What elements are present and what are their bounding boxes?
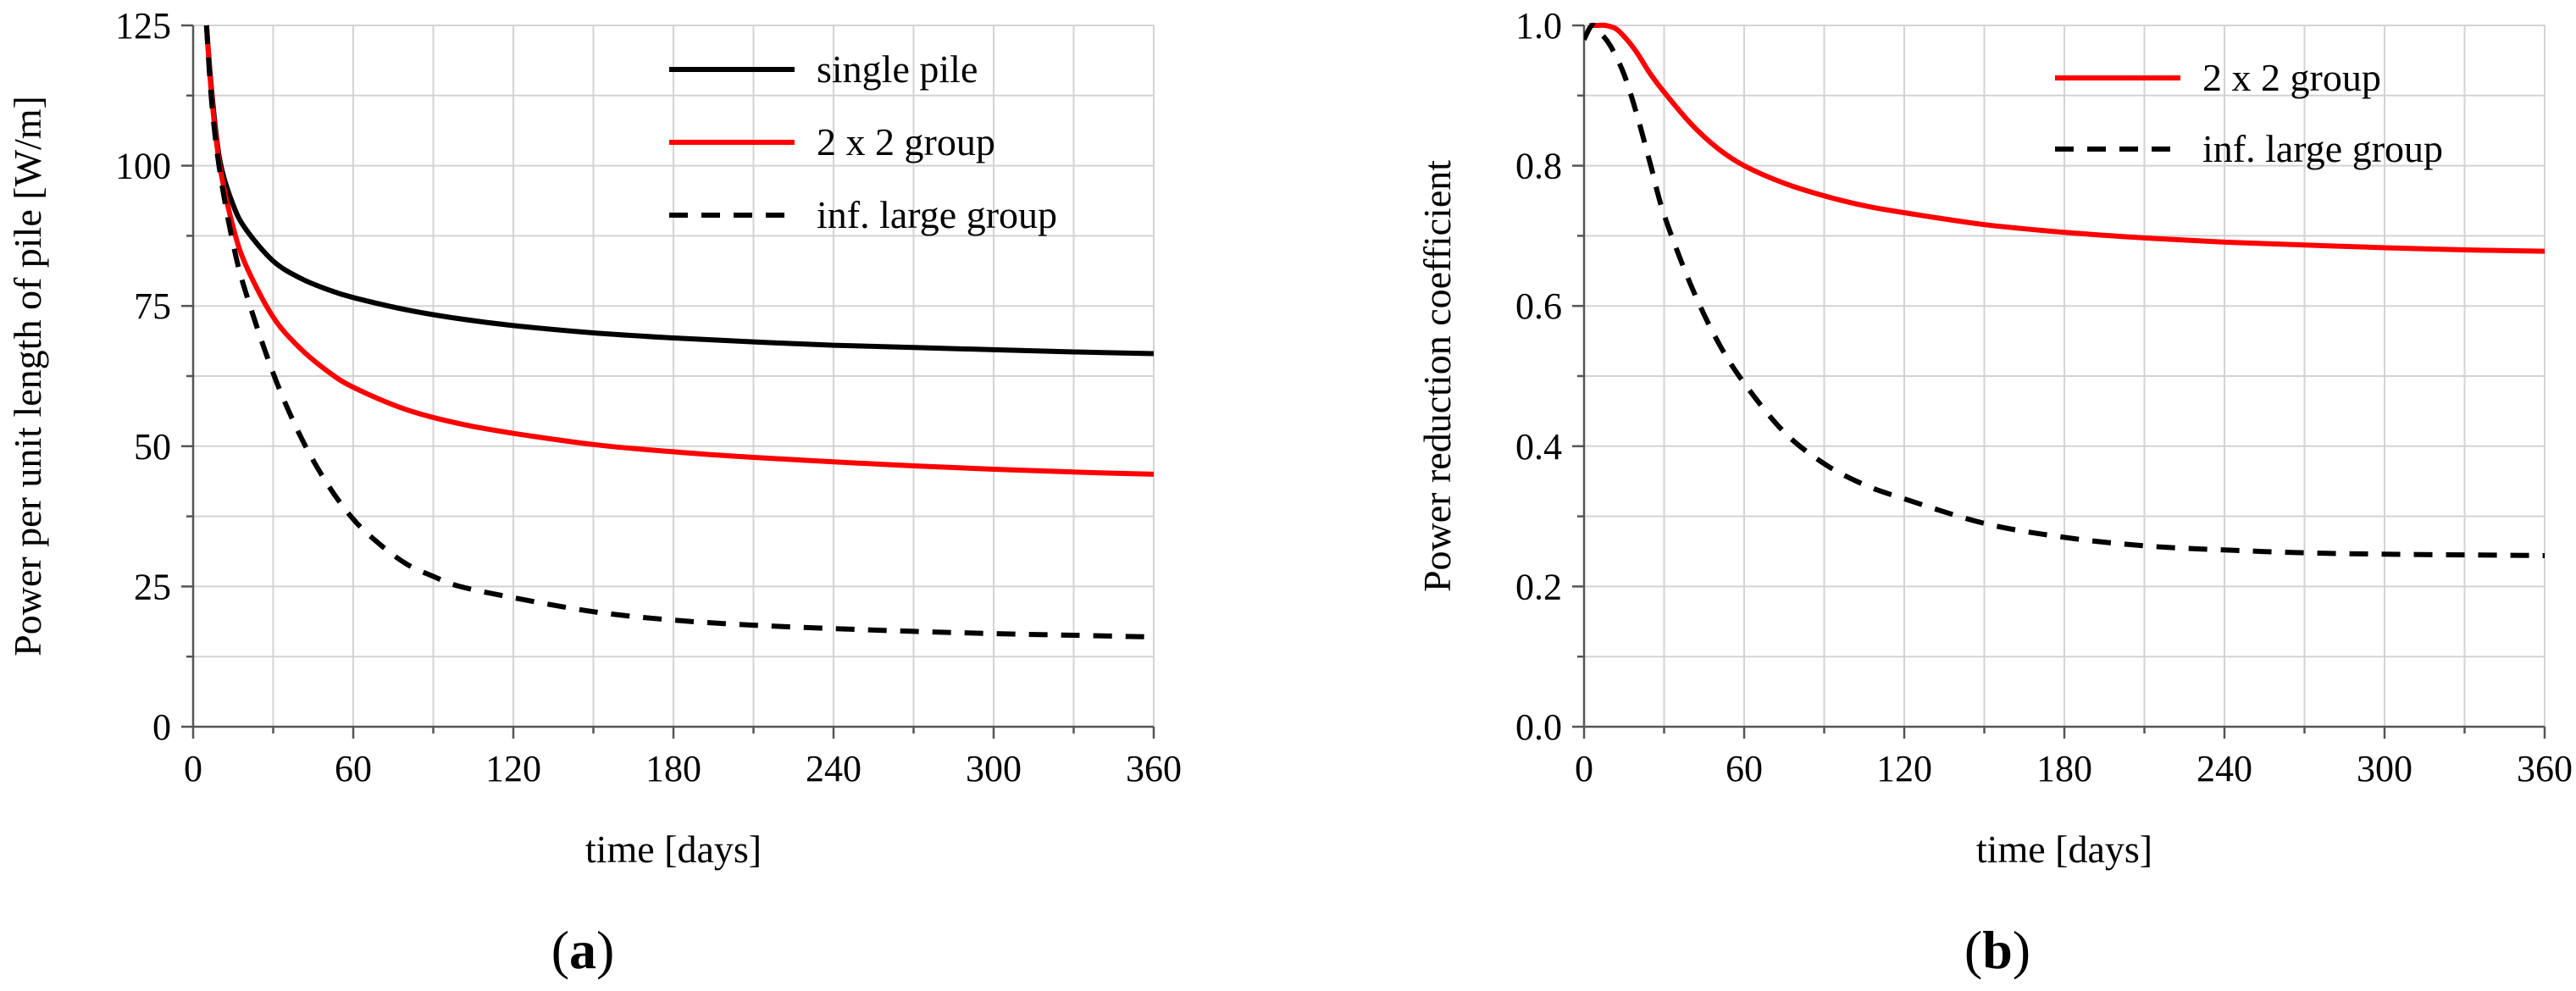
y-tick-label: 0.4 bbox=[1515, 426, 1562, 468]
gridlines bbox=[1584, 25, 2546, 727]
legend-label: inf. large group bbox=[2202, 127, 2443, 170]
y-tick-label: 1.0 bbox=[1515, 5, 1562, 47]
series-line-2-x-2-group bbox=[1589, 22, 2546, 254]
y-axis-title: Power reduction coefficient bbox=[1415, 160, 1459, 592]
x-tick-label: 300 bbox=[2357, 748, 2413, 789]
legend: 2 x 2 group inf. large group bbox=[2055, 56, 2443, 170]
x-tick-label: 240 bbox=[806, 748, 861, 789]
x-tick-label: 0 bbox=[184, 748, 202, 789]
panel-label: (b) bbox=[1964, 920, 2030, 980]
x-tick-label: 240 bbox=[2197, 748, 2252, 789]
x-tick-label: 60 bbox=[335, 748, 372, 789]
x-axis-title: time [days] bbox=[585, 828, 762, 871]
legend-label: single pile bbox=[817, 47, 978, 91]
y-tick-label: 75 bbox=[134, 285, 171, 327]
x-tick-label: 360 bbox=[2517, 748, 2573, 789]
y-tick-label: 0 bbox=[152, 706, 171, 748]
y-tick-label: 125 bbox=[115, 5, 171, 47]
series-line-inf-large-group bbox=[1584, 22, 2546, 558]
x-tick-label: 120 bbox=[485, 748, 541, 789]
y-tick-label: 100 bbox=[115, 146, 171, 187]
series-line-inf-large-group bbox=[203, 25, 1155, 639]
legend-label: 2 x 2 group bbox=[2202, 56, 2381, 99]
x-tick-label: 120 bbox=[1876, 748, 1932, 789]
legend-label: inf. large group bbox=[817, 193, 1057, 236]
x-tick-label: 180 bbox=[645, 748, 701, 789]
y-tick-label: 50 bbox=[134, 426, 171, 468]
x-axis-title: time [days] bbox=[1976, 828, 2152, 871]
x-tick-label: 300 bbox=[966, 748, 1022, 789]
y-tick-label: 25 bbox=[134, 566, 171, 607]
panel-label: (a) bbox=[551, 920, 615, 980]
series-line-single-pile bbox=[203, 25, 1155, 357]
panel-b: 0 60 120 180 240 300 360 0.0 0.2 0.4 0.6 0.8 1.0 time… bbox=[1415, 5, 2573, 980]
legend: single pile 2 x 2 group inf. large group bbox=[669, 47, 1057, 236]
panel-a: 0 60 120 180 240 300 360 0 25 50 75 100 125 time [day… bbox=[6, 5, 1182, 980]
y-axis-title: Power per unit length of pile [W/m] bbox=[6, 96, 49, 656]
x-tick-label: 60 bbox=[1726, 748, 1763, 789]
x-tick-label: 0 bbox=[1575, 748, 1593, 789]
series-line-2-x-2-group bbox=[203, 25, 1155, 477]
y-tick-label: 0.0 bbox=[1515, 706, 1562, 748]
x-tick-label: 180 bbox=[2036, 748, 2092, 789]
y-tick-label: 0.8 bbox=[1515, 146, 1562, 187]
legend-label: 2 x 2 group bbox=[817, 120, 995, 163]
y-tick-label: 0.6 bbox=[1515, 285, 1562, 327]
y-tick-label: 0.2 bbox=[1515, 566, 1562, 607]
x-tick-label: 360 bbox=[1126, 748, 1182, 789]
